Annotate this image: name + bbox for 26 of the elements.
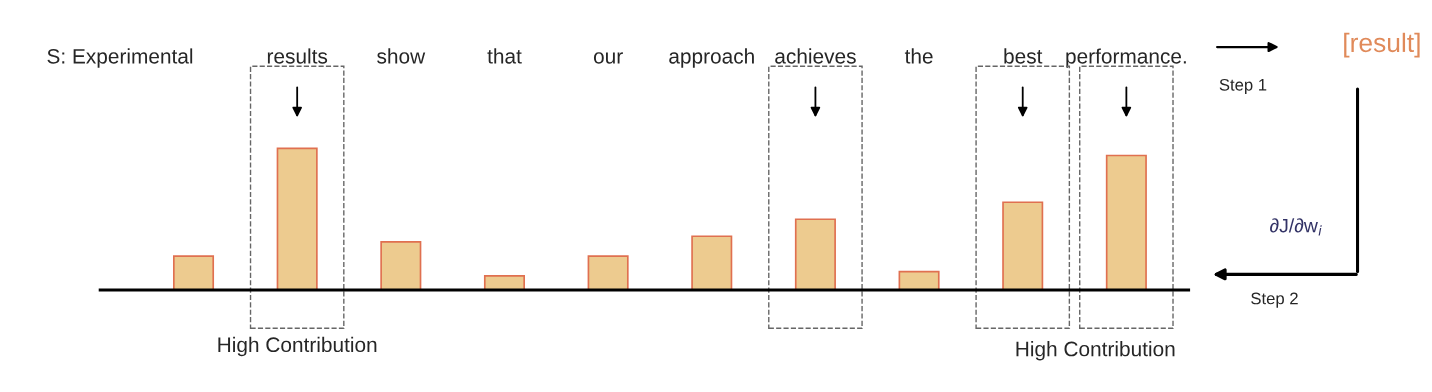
bar [898, 270, 940, 291]
bar [1002, 201, 1044, 291]
x-tick-label: the [904, 48, 933, 64]
text: [result] [1344, 32, 1420, 58]
x-tick-label: S: Experimental [47, 48, 193, 68]
bar [1105, 154, 1147, 291]
x-tick-label: that [487, 48, 522, 64]
bar [172, 255, 215, 291]
text: ∂J/∂w$_{i}$ [1270, 218, 1322, 236]
bar [691, 235, 733, 291]
bar [794, 218, 836, 291]
bar [380, 241, 422, 291]
text: High Contribution [1016, 341, 1175, 361]
bar [587, 255, 629, 291]
x-tick-label: achieves [775, 48, 856, 64]
text: High Contribution [218, 336, 377, 357]
x-tick-label: results [267, 48, 328, 64]
bar [483, 275, 526, 291]
x-tick-label: approach [669, 48, 754, 68]
x-tick-label: our [593, 52, 623, 64]
x-tick-label: best [1004, 48, 1043, 64]
bar [276, 147, 318, 291]
text: Step 1 [1219, 78, 1267, 95]
x-tick-label: show [377, 48, 426, 64]
text: Step 2 [1251, 292, 1298, 308]
x-tick-label: performance. [1066, 48, 1186, 68]
